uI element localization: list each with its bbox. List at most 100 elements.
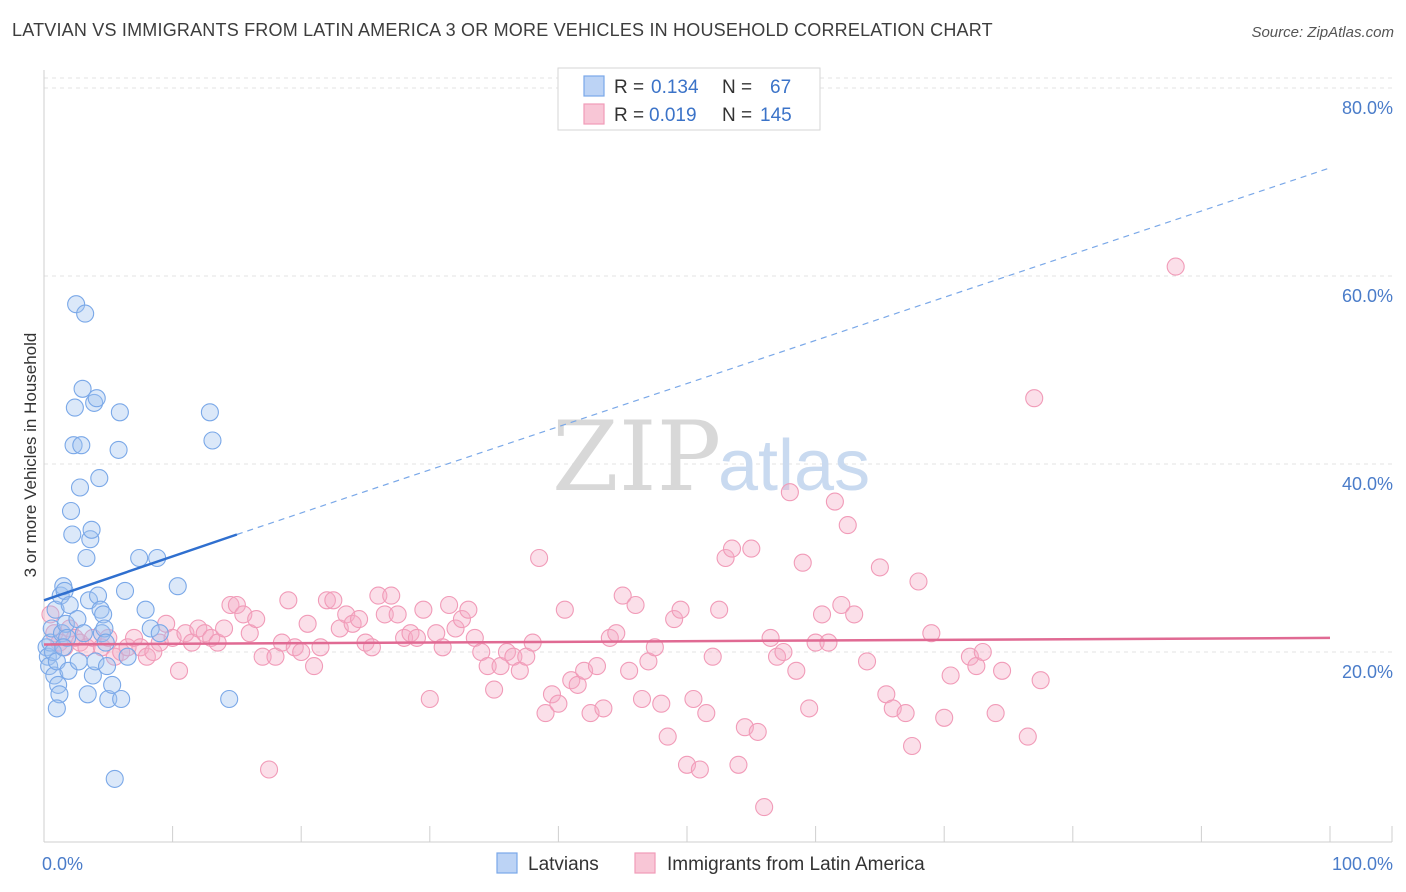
bottom-legend-immigrants: Immigrants from Latin America	[667, 854, 925, 875]
immigrants-point-44	[317, 591, 336, 610]
legend-r-label-1: R =	[614, 77, 644, 98]
immigrants-point-69	[478, 657, 497, 676]
immigrants-point-49	[350, 610, 369, 629]
latvians-point-45	[95, 619, 114, 638]
immigrants-point-119	[800, 699, 819, 718]
legend-n-value-1: 67	[770, 77, 791, 98]
immigrants-point-112	[755, 798, 774, 817]
bottom-legend: Latvians Immigrants from Latin America	[496, 852, 925, 875]
immigrants-point-116	[780, 483, 799, 502]
immigrants-point-60	[420, 689, 439, 709]
latvians-point-16	[58, 628, 77, 647]
immigrants-point-108	[729, 755, 748, 774]
immigrants-point-105	[710, 600, 729, 619]
immigrants-point-102	[690, 760, 709, 779]
immigrants-point-118	[793, 553, 812, 572]
immigrants-point-95	[645, 638, 664, 657]
immigrants-point-99	[671, 600, 690, 619]
immigrants-point-104	[703, 647, 722, 666]
immigrants-point-86	[587, 657, 607, 676]
chart-title: LATVIAN VS IMMIGRANTS FROM LATIN AMERICA…	[12, 20, 993, 40]
immigrants-point-51	[362, 638, 381, 657]
immigrants-point-52	[369, 586, 388, 605]
immigrants-point-123	[825, 492, 844, 511]
immigrants-point-110	[742, 539, 761, 558]
legend-r-value-2: 0.019	[649, 105, 697, 126]
immigrants-point-21	[169, 661, 189, 680]
immigrants-point-14	[124, 628, 144, 647]
immigrants-point-80	[549, 694, 568, 713]
immigrants-point-113	[761, 628, 780, 647]
immigrants-point-125	[838, 516, 857, 535]
latvians-point-66	[54, 638, 73, 657]
immigrants-point-93	[632, 689, 652, 709]
immigrants-point-35	[259, 760, 279, 779]
immigrants-point-106	[716, 548, 735, 568]
immigrants-point-43	[311, 638, 330, 657]
trend-lines	[43, 167, 1331, 646]
x-tick-labels: 0.0% 100.0%	[42, 854, 1393, 874]
immigrants-point-120	[806, 633, 825, 652]
immigrants-point-79	[542, 685, 562, 704]
latvians-point-42	[91, 600, 110, 619]
immigrants-point-140	[986, 704, 1005, 723]
bottom-legend-swatch-latvians	[496, 852, 518, 874]
watermark-zip: ZIP	[552, 401, 721, 513]
immigrants-point-30	[227, 595, 246, 615]
latvians-point-43	[92, 624, 111, 643]
latvians-point-4	[42, 619, 61, 638]
latvians-point-36	[83, 666, 102, 685]
immigrants-point-122	[819, 633, 838, 652]
immigrants-point-81	[555, 600, 574, 619]
immigrants-point-134	[922, 624, 941, 643]
latvians-point-41	[90, 469, 109, 488]
latvians-point-63	[203, 431, 222, 450]
latvians-point-27	[72, 436, 91, 455]
immigrants-point-87	[594, 699, 613, 718]
watermark-atlas: atlas	[718, 426, 870, 506]
immigrants-point-131	[896, 704, 915, 723]
latvians-trend-extension	[236, 167, 1331, 536]
latvians-trend-line	[43, 533, 238, 602]
latvians-point-32	[78, 685, 97, 704]
legend-n-label-1: N =	[722, 77, 752, 98]
immigrants-point-133	[909, 572, 928, 591]
latvians-point-10	[50, 685, 69, 704]
latvians-point-37	[85, 393, 104, 412]
latvians-point-60	[150, 624, 169, 643]
immigrants-point-42	[305, 657, 324, 676]
latvians-point-51	[109, 440, 128, 459]
immigrants-point-145	[1166, 257, 1185, 276]
immigrants-point-127	[857, 652, 877, 671]
immigrants-point-132	[902, 736, 922, 756]
immigrants-point-90	[613, 586, 632, 605]
immigrants-point-92	[626, 595, 645, 615]
immigrants-point-128	[870, 558, 889, 577]
legend-box: R = 0.134 N = 67 R = 0.019 N = 145	[557, 67, 821, 131]
axes	[43, 70, 1393, 843]
x-tick-label-100: 100.0%	[1332, 854, 1393, 874]
immigrants-point-126	[845, 605, 864, 624]
immigrants-point-38	[279, 591, 298, 610]
immigrants-point-34	[253, 647, 272, 666]
latvians-point-48	[99, 689, 118, 709]
immigrants-point-89	[607, 624, 626, 643]
immigrants-point-141	[993, 661, 1012, 680]
immigrants-point-29	[221, 595, 240, 615]
latvians-point-28	[73, 379, 92, 398]
latvians-point-21	[64, 436, 83, 455]
latvians-point-52	[110, 403, 129, 422]
latvians-point-38	[86, 652, 105, 671]
immigrants-point-107	[722, 539, 742, 558]
latvians-point-53	[112, 689, 131, 709]
legend-swatch-latvians	[583, 75, 605, 97]
latvians-point-22	[65, 398, 84, 417]
latvians-point-30	[76, 304, 95, 323]
latvians-point-17	[59, 661, 78, 680]
immigrants-point-111	[748, 722, 767, 741]
immigrants-point-136	[941, 666, 960, 685]
immigrants-point-115	[774, 642, 793, 662]
immigrants-point-63	[440, 595, 459, 615]
series-immigrants-points	[41, 257, 1185, 817]
